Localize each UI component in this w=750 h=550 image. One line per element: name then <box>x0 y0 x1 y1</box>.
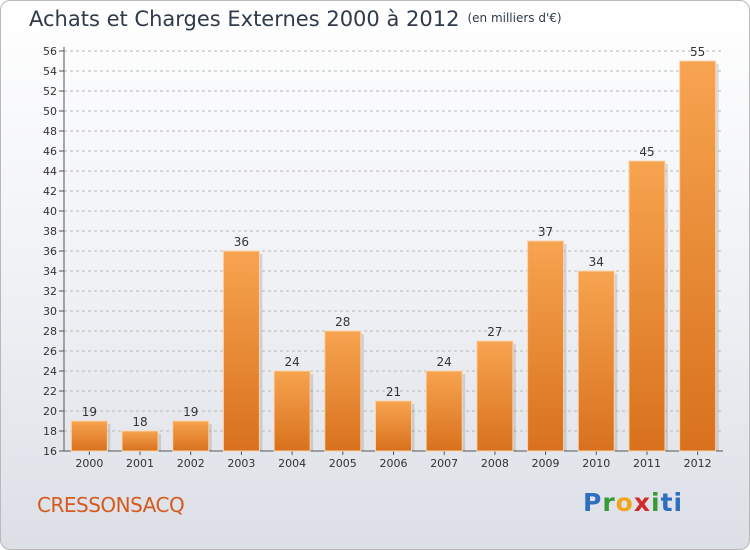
x-tick-label: 2012 <box>684 457 712 470</box>
bar-value-label: 21 <box>386 385 401 399</box>
bar <box>628 160 666 452</box>
y-tick-label: 42 <box>43 185 57 198</box>
bar-value-label: 55 <box>690 45 705 59</box>
y-tick-label: 18 <box>43 425 57 438</box>
y-tick-label: 34 <box>43 265 57 278</box>
x-tick-label: 2008 <box>481 457 509 470</box>
bar-value-label: 19 <box>82 405 97 419</box>
brand-letter: x <box>633 488 651 517</box>
bar-value-label: 34 <box>589 255 604 269</box>
bar <box>172 420 210 452</box>
x-tick-label: 2002 <box>177 457 205 470</box>
bar-value-label: 27 <box>487 325 502 339</box>
bars <box>70 60 719 452</box>
bar-value-label: 36 <box>234 235 249 249</box>
bar <box>273 370 311 452</box>
brand-letter: t <box>660 488 674 517</box>
y-tick-label: 20 <box>43 405 57 418</box>
bar-value-label: 24 <box>437 355 452 369</box>
chart-title-text: Achats et Charges Externes 2000 à 2012 <box>29 7 460 31</box>
place-name: CRESSONSACQ <box>37 493 185 517</box>
brand-letter: i <box>651 488 661 517</box>
y-tick-label: 56 <box>43 45 57 58</box>
x-tick-label: 2000 <box>75 457 103 470</box>
y-tick-label: 48 <box>43 125 57 138</box>
y-tick-label: 52 <box>43 85 57 98</box>
x-tick-label: 2009 <box>532 457 560 470</box>
bar-value-label: 28 <box>335 315 350 329</box>
y-tick-label: 36 <box>43 245 57 258</box>
y-tick-label: 50 <box>43 105 57 118</box>
proxiti-logo: Proxiti <box>583 488 683 517</box>
x-tick-label: 2005 <box>329 457 357 470</box>
bar <box>577 270 615 452</box>
labels: 16 18 20 22 24 26 28 30 32 34 36 38 40 42 44 46 48 50 52 54… <box>43 45 712 470</box>
x-tick-label: 2001 <box>126 457 154 470</box>
brand-letter: o <box>615 488 634 517</box>
bar <box>679 60 717 452</box>
y-tick-label: 24 <box>43 365 57 378</box>
y-tick-label: 40 <box>43 205 57 218</box>
y-tick-label: 44 <box>43 165 57 178</box>
bar <box>121 430 159 452</box>
bar-value-label: 37 <box>538 225 553 239</box>
bar <box>527 240 565 452</box>
brand-letter: r <box>602 488 616 517</box>
bar <box>375 400 412 452</box>
y-tick-label: 46 <box>43 145 57 158</box>
x-tick-label: 2003 <box>227 457 255 470</box>
brand-letter: P <box>583 488 603 517</box>
y-tick-label: 38 <box>43 225 57 238</box>
y-tick-label: 54 <box>43 65 57 78</box>
y-tick-label: 22 <box>43 385 57 398</box>
y-tick-label: 32 <box>43 285 57 298</box>
bar <box>324 330 362 452</box>
x-tick-label: 2004 <box>278 457 306 470</box>
bar-value-label: 24 <box>284 355 299 369</box>
bar-value-label: 19 <box>183 405 198 419</box>
bar <box>222 250 260 452</box>
y-tick-label: 26 <box>43 345 57 358</box>
bar <box>476 340 514 452</box>
bar-value-label: 45 <box>639 145 654 159</box>
bar <box>425 370 463 452</box>
bar <box>70 420 108 452</box>
brand-letter: i <box>673 488 684 517</box>
x-tick-label: 2010 <box>582 457 610 470</box>
y-tick-label: 16 <box>43 445 57 458</box>
chart-title: Achats et Charges Externes 2000 à 2012 (e… <box>29 7 562 31</box>
chart-subtitle: (en milliers d'€) <box>467 11 562 25</box>
y-tick-label: 28 <box>43 325 57 338</box>
grid-lines <box>64 50 723 432</box>
x-tick-label: 2006 <box>380 457 408 470</box>
y-tick-label: 30 <box>43 305 57 318</box>
x-tick-label: 2011 <box>633 457 661 470</box>
x-tick-label: 2007 <box>430 457 458 470</box>
bar-value-label: 18 <box>132 415 147 429</box>
